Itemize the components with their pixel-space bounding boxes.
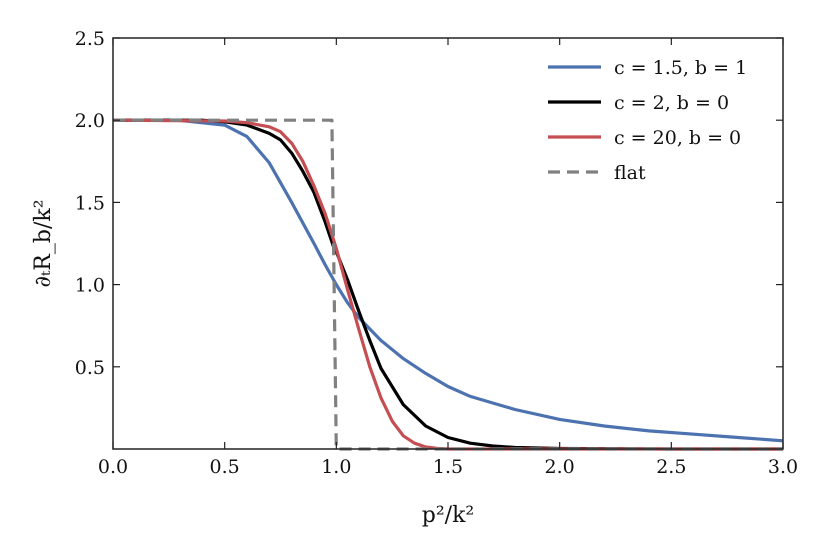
y-axis-ticks: 0.5 1.0 1.5 2.0 2.5 bbox=[75, 28, 783, 379]
x-tick-label: 2.5 bbox=[656, 456, 686, 478]
legend-label-0: c = 1.5, b = 1 bbox=[614, 57, 747, 79]
series-line-1 bbox=[113, 118, 783, 451]
x-axis-label: p²/k² bbox=[422, 503, 474, 528]
y-tick-label: 1.0 bbox=[75, 275, 105, 297]
y-axis-label: ∂ₜR_b/k² bbox=[31, 199, 56, 287]
series-line-3 bbox=[113, 118, 783, 451]
legend-label-2: c = 20, b = 0 bbox=[614, 127, 741, 149]
plot-frame bbox=[112, 37, 784, 450]
series-line-2 bbox=[112, 118, 783, 451]
x-tick-label: 1.5 bbox=[433, 456, 463, 478]
y-tick-label: 1.5 bbox=[75, 192, 105, 214]
x-tick-label: 1.0 bbox=[321, 456, 351, 478]
series-line-0 bbox=[112, 118, 784, 443]
x-tick-label: 3.0 bbox=[768, 456, 798, 478]
legend-label-3: flat bbox=[614, 162, 646, 184]
legend: c = 1.5, b = 1 c = 2, b = 0 c = 20, b = 0 f… bbox=[548, 57, 747, 184]
x-tick-label: 2.0 bbox=[545, 456, 575, 478]
legend-label-1: c = 2, b = 0 bbox=[614, 92, 729, 114]
x-tick-label: 0.5 bbox=[210, 456, 240, 478]
y-tick-label: 2.5 bbox=[75, 28, 105, 50]
y-tick-label: 0.5 bbox=[75, 357, 105, 379]
x-tick-label: 0.0 bbox=[98, 456, 128, 478]
y-tick-label: 2.0 bbox=[75, 110, 105, 132]
plot-area bbox=[112, 118, 784, 451]
